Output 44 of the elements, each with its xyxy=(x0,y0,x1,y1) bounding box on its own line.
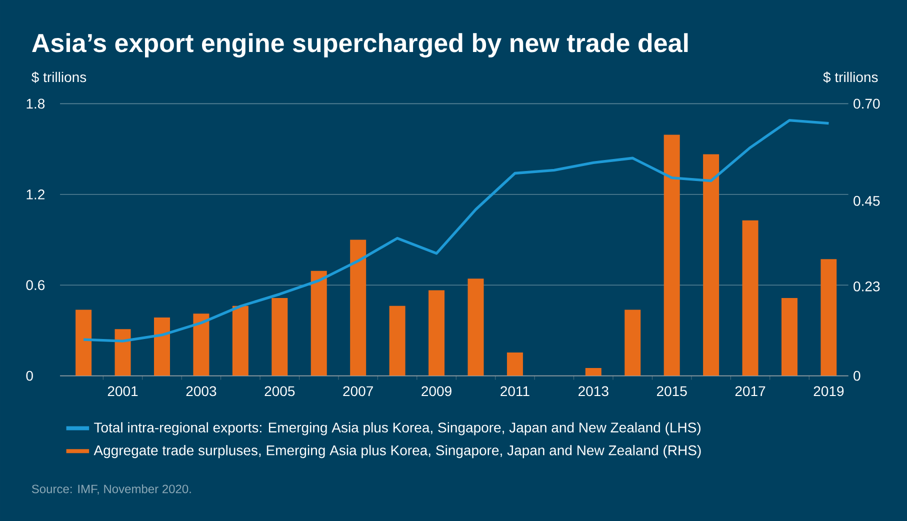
legend-label: Total intra-regional exports: Emerging Asia plus Korea, Singapore, Japan and New Zealand (LHS) xyxy=(94,422,700,436)
bar xyxy=(428,290,445,376)
bar xyxy=(624,310,641,376)
bar xyxy=(272,298,288,376)
y2-tick-label: 0.23 xyxy=(854,281,880,292)
source-note: Source: IMF, November 2020. xyxy=(32,484,191,495)
bar xyxy=(76,310,92,376)
y-axis-title: $ trillions xyxy=(32,72,86,83)
bar xyxy=(350,240,366,376)
y-tick-label: 1.8 xyxy=(26,98,45,109)
bar xyxy=(114,329,131,376)
x-tick-label: 2009 xyxy=(422,386,452,396)
bar xyxy=(232,306,248,376)
x-tick-label: 2017 xyxy=(735,386,766,396)
bar xyxy=(742,220,758,376)
y-tick-label: 1.2 xyxy=(26,189,44,200)
y-tick-label: 0.6 xyxy=(26,280,45,290)
x-tick-label: 2019 xyxy=(814,386,844,396)
bar xyxy=(781,298,798,376)
y2-tick-label: 0.45 xyxy=(854,196,880,206)
x-tick-label: 2005 xyxy=(264,386,295,396)
y2-tick-label: 0.70 xyxy=(854,98,880,109)
bar xyxy=(585,368,602,376)
bar xyxy=(310,270,327,376)
bar xyxy=(154,317,170,376)
bar xyxy=(506,352,523,376)
chart-title: Asia’s export engine supercharged by new trade deal xyxy=(32,33,688,58)
legend-label: Aggregate trade surpluses, Emerging Asia plus Korea, Singapore, Japan and New Zealand (RHS) xyxy=(94,444,701,458)
x-tick-label: 2007 xyxy=(343,386,373,396)
x-tick-label: 2001 xyxy=(108,386,138,396)
bar xyxy=(703,154,720,376)
y2-axis-title: $ trillions xyxy=(823,72,878,83)
y-tick-label: 0 xyxy=(26,370,33,381)
x-tick-label: 2003 xyxy=(186,386,216,396)
bar xyxy=(468,278,484,376)
bar xyxy=(193,314,210,376)
y2-tick-label: 0 xyxy=(854,370,860,381)
x-tick-label: 2013 xyxy=(578,386,608,396)
x-tick-label: 2011 xyxy=(500,386,530,396)
bar xyxy=(664,134,680,376)
bar xyxy=(389,306,406,376)
x-tick-label: 2015 xyxy=(656,386,687,396)
line-series xyxy=(82,118,830,342)
bar xyxy=(820,259,837,376)
